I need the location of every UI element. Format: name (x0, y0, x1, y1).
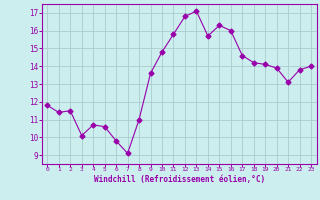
X-axis label: Windchill (Refroidissement éolien,°C): Windchill (Refroidissement éolien,°C) (94, 175, 265, 184)
